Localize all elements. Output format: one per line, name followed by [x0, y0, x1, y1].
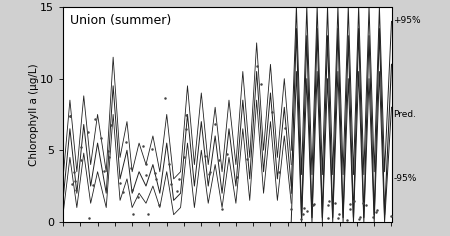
Point — [346, 207, 354, 211]
Point — [182, 113, 189, 117]
Point — [85, 216, 92, 219]
Point — [167, 182, 175, 185]
Point — [233, 175, 240, 179]
Point — [243, 157, 251, 161]
Point — [216, 158, 223, 162]
Point — [68, 182, 76, 186]
Point — [143, 162, 150, 165]
Point — [104, 149, 111, 153]
Point — [122, 140, 130, 144]
Point — [144, 212, 152, 216]
Point — [129, 188, 136, 192]
Point — [128, 166, 135, 170]
Point — [117, 181, 124, 185]
Point — [257, 82, 264, 86]
Point — [155, 203, 162, 207]
Point — [176, 177, 183, 181]
Point — [299, 212, 306, 216]
Point — [105, 156, 112, 159]
Point — [335, 212, 342, 215]
Y-axis label: Chlorophyll a (μg/L): Chlorophyll a (μg/L) — [29, 63, 39, 166]
Point — [253, 64, 260, 68]
Point — [369, 215, 376, 219]
Point — [66, 115, 73, 118]
Point — [202, 154, 209, 158]
Point — [331, 201, 338, 205]
Point — [297, 217, 305, 221]
Point — [72, 188, 80, 192]
Point — [135, 195, 142, 198]
Point — [324, 203, 331, 207]
Point — [325, 216, 332, 220]
Point — [152, 177, 159, 181]
Point — [77, 145, 85, 149]
Point — [100, 169, 108, 173]
Point — [310, 202, 318, 206]
Point — [173, 189, 180, 193]
Point — [206, 170, 213, 174]
Point — [212, 122, 219, 126]
Point — [287, 207, 294, 211]
Point — [90, 183, 97, 187]
Point — [360, 201, 367, 205]
Point — [347, 202, 354, 206]
Text: Union (summer): Union (summer) — [70, 13, 171, 26]
Point — [218, 207, 225, 211]
Point — [275, 170, 282, 173]
Point — [349, 199, 356, 203]
Point — [142, 173, 149, 177]
Point — [140, 144, 147, 148]
Point — [334, 217, 342, 220]
Text: +95%: +95% — [393, 16, 421, 25]
Point — [387, 214, 395, 218]
Point — [356, 215, 363, 219]
Point — [92, 117, 99, 121]
Point — [85, 130, 92, 134]
Point — [180, 156, 188, 159]
Text: Pred.: Pred. — [393, 110, 416, 119]
Point — [70, 170, 77, 174]
Point — [269, 111, 276, 114]
Point — [223, 152, 230, 156]
Point — [282, 126, 289, 130]
Point — [77, 159, 85, 162]
Point — [72, 179, 79, 183]
Point — [373, 210, 380, 214]
Point — [98, 137, 105, 140]
Point — [182, 127, 189, 131]
Point — [304, 209, 311, 212]
Point — [148, 147, 156, 151]
Point — [108, 123, 115, 127]
Point — [129, 213, 136, 216]
Point — [120, 190, 127, 194]
Point — [343, 218, 350, 222]
Point — [351, 199, 358, 203]
Point — [309, 203, 316, 206]
Point — [362, 204, 369, 207]
Point — [374, 208, 381, 212]
Point — [325, 199, 333, 203]
Point — [205, 172, 212, 176]
Point — [356, 217, 363, 221]
Point — [301, 206, 308, 210]
Point — [161, 96, 168, 100]
Point — [166, 162, 173, 166]
Text: -95%: -95% — [393, 174, 417, 183]
Point — [67, 114, 74, 118]
Point — [152, 171, 159, 175]
